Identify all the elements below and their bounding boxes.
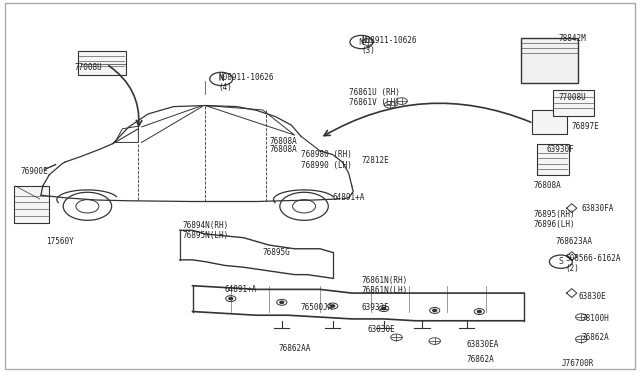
Text: 76894N(RH)
76895N(LH): 76894N(RH) 76895N(LH) (183, 221, 229, 240)
Bar (537, 144, 568, 175)
Text: N08911-10626
(3): N08911-10626 (3) (362, 36, 417, 55)
Text: 63030E: 63030E (368, 326, 396, 334)
Text: N: N (218, 74, 224, 83)
Text: 76900E: 76900E (20, 167, 48, 176)
Circle shape (477, 310, 481, 312)
Circle shape (382, 308, 386, 310)
Text: 76862A: 76862A (467, 355, 494, 364)
Text: 76808A: 76808A (534, 182, 561, 190)
Text: 63830EA: 63830EA (467, 340, 499, 349)
Text: 72812E: 72812E (362, 155, 389, 165)
Text: 76861U (RH)
76861V (LH): 76861U (RH) 76861V (LH) (349, 88, 399, 107)
Text: 63830FA: 63830FA (581, 203, 614, 213)
Bar (521, 38, 578, 83)
Text: 76862AA: 76862AA (278, 344, 311, 353)
Text: 768980 (RH)
768990 (LH): 768980 (RH) 768990 (LH) (301, 150, 352, 170)
Circle shape (433, 310, 436, 311)
Bar (78, 51, 125, 75)
Bar (532, 110, 566, 134)
Text: 17560Y: 17560Y (46, 237, 74, 246)
Circle shape (280, 301, 284, 304)
Text: 64891+A: 64891+A (225, 285, 257, 294)
Text: N08911-10626
(4): N08911-10626 (4) (218, 73, 273, 92)
Bar (14, 186, 49, 223)
Text: 63930F: 63930F (546, 145, 574, 154)
Text: 76897E: 76897E (572, 122, 600, 131)
Bar (552, 90, 594, 116)
Text: J76700R: J76700R (562, 359, 595, 368)
Text: 76862A: 76862A (581, 333, 609, 342)
Text: 76500JA: 76500JA (301, 303, 333, 312)
Text: 76808A: 76808A (269, 145, 297, 154)
Text: 77008U: 77008U (75, 63, 102, 72)
Text: 63932E: 63932E (362, 303, 389, 312)
Text: 76895G: 76895G (262, 248, 291, 257)
Text: N: N (358, 38, 364, 46)
Text: 76895(RH)
76896(LH): 76895(RH) 76896(LH) (534, 209, 575, 229)
Text: 76808A: 76808A (269, 137, 297, 146)
Text: 64891+A: 64891+A (333, 193, 365, 202)
Text: S: S (559, 257, 563, 266)
Text: S08566-6162A
(2): S08566-6162A (2) (565, 254, 621, 273)
Text: 78100H: 78100H (581, 314, 609, 323)
Text: 77008U: 77008U (559, 93, 587, 102)
Text: 63830E: 63830E (578, 292, 606, 301)
Circle shape (331, 305, 335, 307)
Circle shape (229, 298, 233, 300)
Text: 76861N(RH)
76861N(LH): 76861N(RH) 76861N(LH) (362, 276, 408, 295)
Text: 768623AA: 768623AA (556, 237, 593, 246)
Text: 78842M: 78842M (559, 34, 587, 43)
